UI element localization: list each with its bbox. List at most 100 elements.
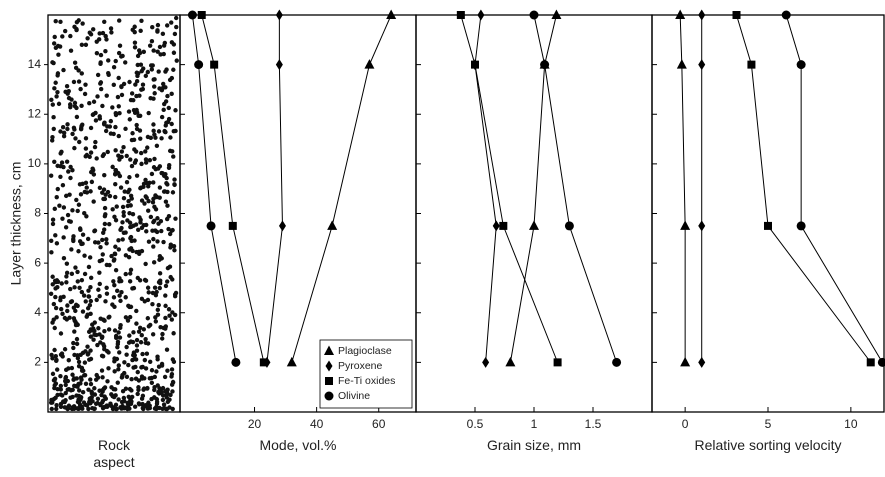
- grain: [91, 199, 96, 204]
- grain: [55, 89, 60, 95]
- grain: [73, 136, 78, 141]
- grain: [113, 244, 118, 249]
- grain: [104, 241, 109, 246]
- grain: [152, 132, 157, 137]
- grain: [88, 348, 93, 353]
- grain: [81, 400, 87, 405]
- grain: [50, 371, 56, 377]
- rock-texture: [48, 15, 179, 412]
- grain: [54, 403, 59, 408]
- grain: [83, 180, 89, 185]
- grain: [145, 134, 151, 140]
- grain: [149, 39, 155, 44]
- grain: [109, 253, 114, 259]
- grain: [62, 315, 68, 321]
- grain: [54, 194, 59, 200]
- grain: [88, 150, 94, 155]
- grain: [131, 98, 136, 103]
- grain: [137, 325, 143, 331]
- marker: [747, 60, 756, 69]
- grain: [99, 335, 105, 340]
- x-tick-label: 20: [248, 417, 262, 431]
- grain: [107, 314, 112, 319]
- grain: [54, 94, 59, 99]
- grain: [122, 399, 127, 404]
- grain: [172, 312, 178, 318]
- grain: [58, 19, 63, 25]
- grain: [120, 389, 126, 394]
- grain: [170, 149, 175, 154]
- grain: [151, 96, 156, 101]
- series-line: [460, 14, 559, 363]
- grain: [101, 342, 106, 347]
- grain: [126, 254, 132, 260]
- grain: [109, 392, 114, 397]
- grain: [155, 239, 160, 244]
- grain: [77, 226, 83, 231]
- grain: [154, 399, 160, 405]
- grain: [86, 294, 92, 299]
- grain: [134, 79, 140, 84]
- legend-label: Plagioclase: [338, 345, 392, 357]
- grain: [52, 206, 57, 212]
- grain: [92, 228, 97, 234]
- grain: [156, 69, 161, 74]
- grain: [88, 356, 94, 362]
- grain: [120, 204, 126, 210]
- grain: [127, 279, 133, 284]
- grain: [165, 203, 170, 208]
- grain: [123, 60, 128, 65]
- grain: [67, 315, 72, 320]
- grain: [102, 221, 108, 227]
- grain: [83, 299, 88, 304]
- grain: [117, 18, 122, 23]
- marker: [206, 221, 216, 231]
- grain: [152, 84, 157, 89]
- grain: [145, 316, 151, 321]
- grain: [139, 87, 144, 92]
- grain: [117, 335, 123, 340]
- grain: [173, 216, 178, 221]
- x-tick-label: 1.5: [585, 417, 602, 431]
- grain: [139, 18, 144, 23]
- series-line: [509, 14, 557, 363]
- grain: [101, 121, 107, 126]
- grain: [161, 51, 166, 57]
- grain: [98, 86, 104, 92]
- grain: [146, 110, 151, 116]
- grain: [155, 216, 160, 221]
- series-line: [474, 14, 497, 363]
- grain: [127, 117, 132, 122]
- grain: [61, 134, 67, 139]
- grain: [104, 93, 109, 98]
- grain: [154, 143, 160, 148]
- grain: [70, 131, 75, 137]
- grain: [119, 225, 124, 231]
- grain: [132, 45, 138, 50]
- marker: [456, 11, 465, 19]
- grain: [100, 103, 105, 109]
- grain: [115, 94, 121, 100]
- grain: [51, 115, 56, 120]
- grain: [68, 175, 73, 181]
- grain: [88, 401, 93, 406]
- grain: [160, 385, 166, 391]
- grain: [127, 386, 133, 392]
- grain: [107, 262, 112, 268]
- grain: [132, 40, 138, 45]
- grain: [173, 290, 179, 296]
- grain: [93, 118, 99, 123]
- grain: [55, 279, 61, 285]
- legend-marker: [324, 391, 334, 401]
- grain: [119, 84, 124, 90]
- grain: [136, 378, 142, 383]
- grain: [54, 315, 59, 320]
- grain: [88, 189, 93, 194]
- grain: [54, 241, 60, 246]
- grain: [163, 303, 168, 309]
- grain: [100, 354, 106, 359]
- grain: [66, 88, 71, 94]
- grain: [138, 220, 143, 225]
- grain: [149, 396, 154, 402]
- grain: [122, 360, 127, 365]
